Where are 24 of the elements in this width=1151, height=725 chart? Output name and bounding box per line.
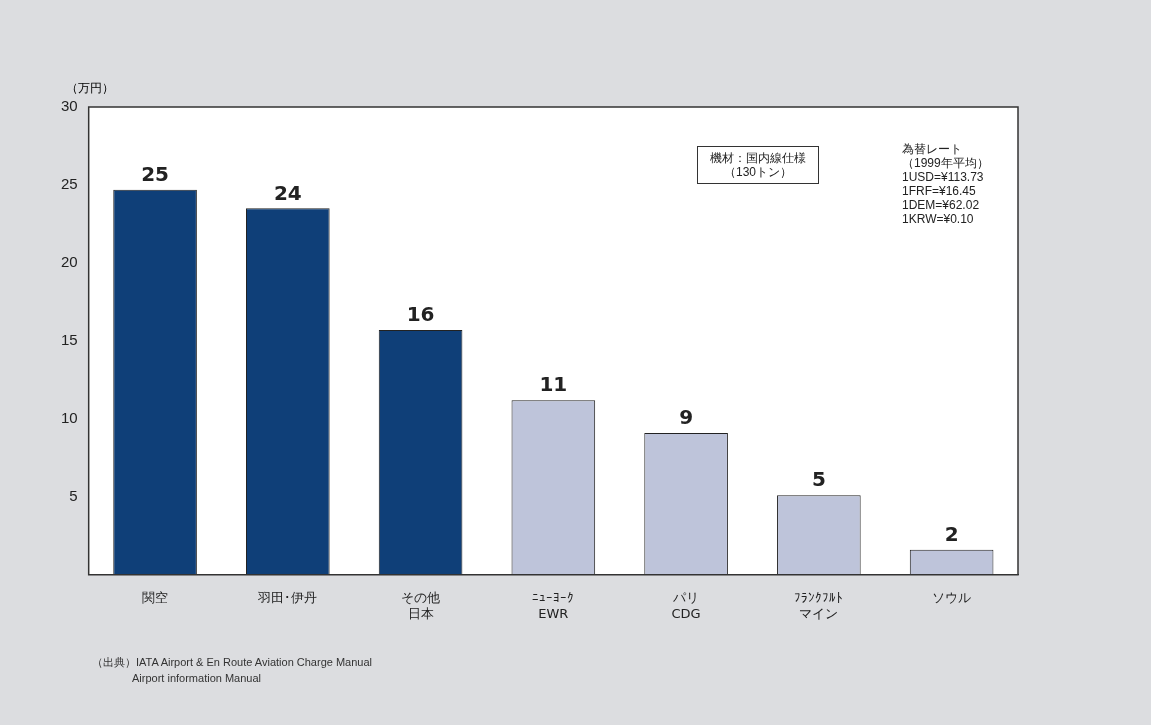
data-label: 9	[679, 405, 694, 430]
data-label: 24	[273, 180, 302, 205]
y-tick-label: 20	[61, 253, 78, 271]
y-tick-label: 30	[61, 97, 78, 115]
data-label: 2	[944, 522, 959, 547]
x-tick-label: ﾆｭｰﾖｰｸ EWR	[532, 589, 575, 621]
x-tick-label: ソウル	[932, 589, 972, 605]
annotation: 為替レート（1999年平均） 1USD=¥113.73 1FRF=¥16.45 1DEM=¥62.02 1KRW=¥0.10	[902, 142, 990, 226]
y-tick-label: 15	[61, 331, 78, 349]
y-axis-title: （万円）	[66, 80, 114, 97]
data-label: 16	[406, 302, 435, 327]
x-tick-label: 関空	[142, 589, 169, 605]
y-tick-label: 5	[69, 486, 78, 504]
data-label: 5	[811, 467, 826, 492]
annotation: 機材：国内線仕様（130トン）	[697, 146, 819, 184]
y-tick-label: 10	[61, 409, 78, 427]
x-tick-label: ﾌﾗﾝｸﾌﾙﾄマイン	[794, 589, 844, 621]
text: （出典）IATA Airport & En Route Aviation Charge Manual Airport information Manual	[92, 655, 373, 686]
x-tick-label: その他日本	[401, 589, 441, 621]
x-tick-label: 羽田･伊丹	[257, 589, 318, 605]
data-label: 11	[539, 372, 568, 397]
x-tick-label: パリ CDG	[671, 589, 701, 621]
y-tick-label: 25	[61, 175, 78, 193]
data-label: 25	[141, 161, 169, 186]
